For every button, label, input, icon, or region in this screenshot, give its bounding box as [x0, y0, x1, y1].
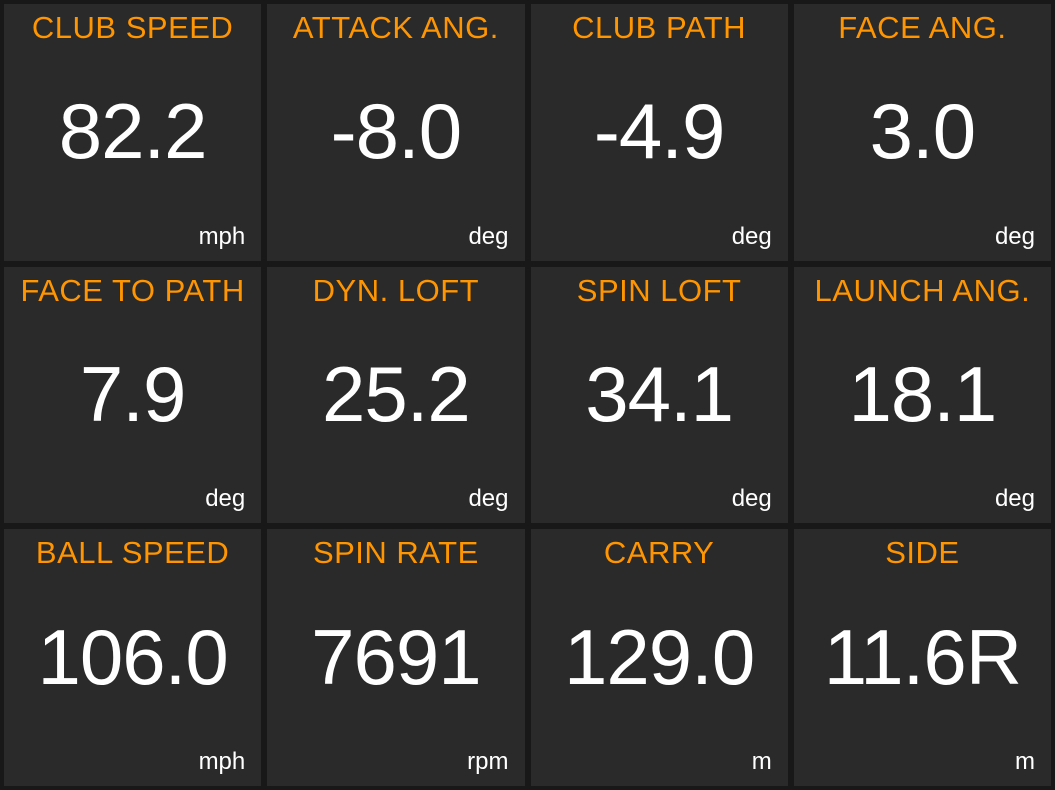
tile-carry: CARRY 129.0 m	[531, 529, 788, 786]
tile-unit: deg	[16, 485, 249, 515]
tile-unit: mph	[16, 748, 249, 778]
tile-dyn-loft: DYN. LOFT 25.2 deg	[267, 267, 524, 524]
tile-unit: deg	[543, 485, 776, 515]
tile-value: 82.2	[16, 92, 249, 170]
tile-label: CLUB PATH	[543, 10, 776, 46]
tile-value: 106.0	[16, 618, 249, 696]
tile-label: CARRY	[543, 535, 776, 571]
tile-label: BALL SPEED	[16, 535, 249, 571]
tile-unit: deg	[806, 223, 1039, 253]
tile-club-speed: CLUB SPEED 82.2 mph	[4, 4, 261, 261]
tile-face-to-path: FACE TO PATH 7.9 deg	[4, 267, 261, 524]
tile-unit: mph	[16, 223, 249, 253]
tile-unit: deg	[279, 485, 512, 515]
tile-value: 3.0	[806, 92, 1039, 170]
tile-label: DYN. LOFT	[279, 273, 512, 309]
tile-value: -4.9	[543, 92, 776, 170]
tile-value: 34.1	[543, 355, 776, 433]
tile-unit: deg	[806, 485, 1039, 515]
tile-spin-rate: SPIN RATE 7691 rpm	[267, 529, 524, 786]
tile-label: LAUNCH ANG.	[806, 273, 1039, 309]
tile-spin-loft: SPIN LOFT 34.1 deg	[531, 267, 788, 524]
tile-label: SIDE	[806, 535, 1039, 571]
tile-label: ATTACK ANG.	[279, 10, 512, 46]
tile-value: 129.0	[543, 618, 776, 696]
tile-launch-ang: LAUNCH ANG. 18.1 deg	[794, 267, 1051, 524]
tile-side: SIDE 11.6R m	[794, 529, 1051, 786]
tile-value: 25.2	[279, 355, 512, 433]
tile-label: SPIN RATE	[279, 535, 512, 571]
tile-unit: deg	[279, 223, 512, 253]
tile-ball-speed: BALL SPEED 106.0 mph	[4, 529, 261, 786]
tile-value: 11.6R	[806, 618, 1039, 696]
tile-label: CLUB SPEED	[16, 10, 249, 46]
tile-unit: deg	[543, 223, 776, 253]
tile-value: -8.0	[279, 92, 512, 170]
tile-unit: m	[806, 748, 1039, 778]
tile-label: FACE ANG.	[806, 10, 1039, 46]
tile-attack-ang: ATTACK ANG. -8.0 deg	[267, 4, 524, 261]
tile-club-path: CLUB PATH -4.9 deg	[531, 4, 788, 261]
tile-value: 7691	[279, 618, 512, 696]
tile-value: 7.9	[16, 355, 249, 433]
tile-label: SPIN LOFT	[543, 273, 776, 309]
metrics-grid: CLUB SPEED 82.2 mph ATTACK ANG. -8.0 deg…	[0, 0, 1055, 790]
tile-unit: rpm	[279, 748, 512, 778]
tile-face-ang: FACE ANG. 3.0 deg	[794, 4, 1051, 261]
tile-unit: m	[543, 748, 776, 778]
tile-label: FACE TO PATH	[16, 273, 249, 309]
tile-value: 18.1	[806, 355, 1039, 433]
